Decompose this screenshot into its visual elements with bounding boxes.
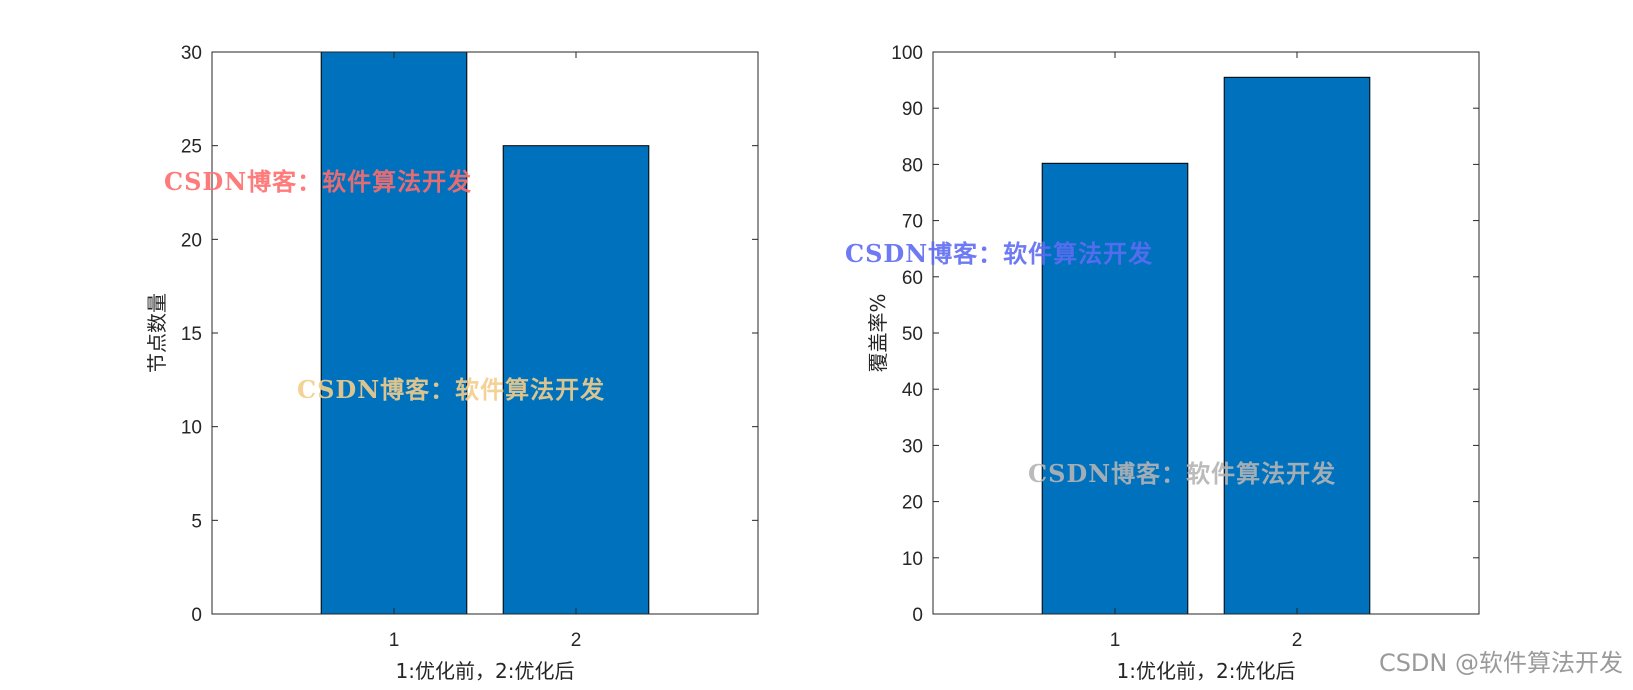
watermark-text: CSDN博客：软件算法开发 [1028,459,1336,488]
y-tick-label: 5 [191,511,202,532]
bar-1-1 [320,51,468,615]
y-tick-label: 60 [902,268,923,289]
y-tick-label: 20 [902,493,923,514]
footer-watermark: CSDN @软件算法开发 [1378,649,1623,677]
axes-box-2 [932,51,1480,615]
y-tick-label: 80 [902,155,923,176]
axes-box-1 [211,51,759,615]
y-tick-label: 50 [902,324,923,345]
y-axis-title-2: 覆盖率% [866,293,890,372]
y-tick-label: 25 [181,137,202,158]
y-tick-label: 30 [181,43,202,64]
y-tick-label: 100 [891,43,923,64]
x-tick-label: 2 [1292,630,1303,651]
x-axis-title-1: 1:优化前，2:优化后 [396,659,575,683]
y-tick-label: 70 [902,212,923,233]
watermark-text: CSDN博客：软件算法开发 [297,375,605,404]
bar-2-1 [1041,162,1189,615]
y-tick-label: 90 [902,99,923,120]
y-tick-label: 10 [181,418,202,439]
watermark-text: CSDN博客：软件算法开发 [845,239,1153,268]
y-tick-label: 10 [902,549,923,570]
y-tick-label: 0 [912,605,923,626]
y-tick-label: 20 [181,230,202,251]
y-tick-label: 40 [902,380,923,401]
bar-2-2 [1223,76,1371,615]
x-tick-label: 2 [571,630,582,651]
x-tick-label: 1 [389,630,400,651]
y-axis-title-1: 节点数量 [145,293,169,373]
y-tick-label: 30 [902,436,923,457]
watermark-text: CSDN博客：软件算法开发 [164,167,472,196]
y-tick-label: 0 [191,605,202,626]
x-tick-label: 1 [1110,630,1121,651]
y-tick-label: 15 [181,324,202,345]
bar-1-2 [502,145,650,615]
x-axis-title-2: 1:优化前，2:优化后 [1117,659,1296,683]
